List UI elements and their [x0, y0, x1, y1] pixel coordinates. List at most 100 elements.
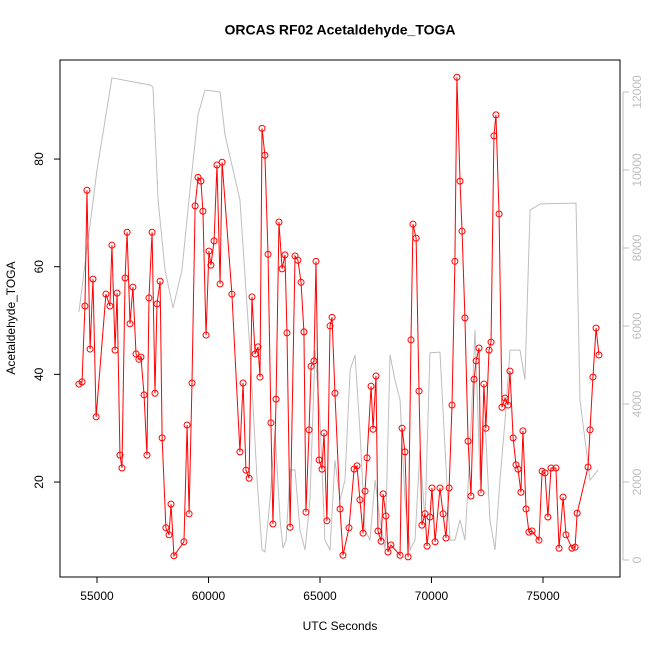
y2-tick-label: 8000 [630, 234, 644, 261]
data-point [305, 426, 313, 434]
data-point [442, 534, 450, 542]
data-point [589, 373, 597, 381]
data-point [310, 357, 318, 365]
data-point [272, 395, 280, 403]
data-point [162, 524, 170, 532]
data-point [367, 382, 375, 390]
y2-tick-label: 10000 [630, 153, 644, 187]
x-tick-label: 55000 [80, 589, 114, 603]
data-point [170, 552, 178, 560]
data-point [102, 290, 110, 298]
data-point [458, 227, 466, 235]
data-point [559, 493, 567, 501]
x-axis-label: UTC Seconds [303, 619, 378, 633]
y-tick-label: 80 [32, 152, 46, 166]
data-point [509, 434, 517, 442]
data-point [377, 537, 385, 545]
data-point [191, 202, 199, 210]
data-point [297, 278, 305, 286]
data-point [83, 186, 91, 194]
data-point [451, 257, 459, 265]
data-point [336, 505, 344, 513]
data-point [118, 464, 126, 472]
data-point [145, 294, 153, 302]
data-point [436, 484, 444, 492]
data-point [326, 322, 334, 330]
x-tick-label: 75000 [526, 589, 560, 603]
data-point [278, 265, 286, 273]
data-point [236, 448, 244, 456]
data-point [283, 329, 291, 337]
data-point [573, 509, 581, 517]
data-point [312, 257, 320, 265]
data-point [353, 462, 361, 470]
data-point [165, 531, 173, 539]
data-point [300, 328, 308, 336]
data-point [86, 345, 94, 353]
plot-area [75, 73, 603, 561]
data-point [251, 350, 259, 358]
data-point [158, 434, 166, 442]
data-point [167, 500, 175, 508]
y2-tick-label: 12000 [630, 75, 644, 109]
data-point [242, 466, 250, 474]
data-point [445, 484, 453, 492]
data-point [294, 256, 302, 264]
data-point [415, 387, 423, 395]
data-point [379, 490, 387, 498]
y2-tick-label: 4000 [630, 390, 644, 417]
data-point [315, 456, 323, 464]
data-point [207, 261, 215, 269]
data-point [111, 346, 119, 354]
data-point [258, 124, 266, 132]
data-point [123, 228, 131, 236]
data-point [404, 553, 412, 561]
data-point [261, 151, 269, 159]
data-point [78, 378, 86, 386]
data-point [302, 508, 310, 516]
data-point [387, 541, 395, 549]
data-point [151, 389, 159, 397]
data-point [256, 373, 264, 381]
data-point [480, 380, 488, 388]
y-tick-label: 40 [32, 367, 46, 381]
data-point [586, 426, 594, 434]
y-tick-label: 20 [32, 475, 46, 489]
data-point [448, 401, 456, 409]
data-point [492, 111, 500, 119]
x-tick-label: 70000 [415, 589, 449, 603]
data-point [501, 394, 509, 402]
y2-tick-label: 6000 [630, 312, 644, 339]
data-point [552, 464, 560, 472]
data-point [320, 429, 328, 437]
series-line [78, 77, 600, 558]
data-point [140, 391, 148, 399]
data-point [218, 158, 226, 166]
data-point [453, 73, 461, 81]
data-point [372, 372, 380, 380]
data-point [398, 424, 406, 432]
data-point [307, 362, 315, 370]
data-point [264, 250, 272, 258]
data-point [369, 425, 377, 433]
data-point [504, 401, 512, 409]
data-point [228, 290, 236, 298]
data-point [470, 375, 478, 383]
data-point [286, 523, 294, 531]
data-point [407, 336, 415, 344]
data-point [396, 551, 404, 559]
data-point [205, 247, 213, 255]
data-point [143, 451, 151, 459]
data-point [401, 448, 409, 456]
data-point [528, 527, 536, 535]
data-point [269, 520, 277, 528]
data-point [384, 548, 392, 556]
data-point [562, 531, 570, 539]
data-point [126, 320, 134, 328]
data-point [121, 274, 129, 282]
data-point [267, 419, 275, 427]
x-tick-label: 60000 [192, 589, 226, 603]
data-point [490, 132, 498, 140]
data-point [467, 492, 475, 500]
data-point [81, 302, 89, 310]
